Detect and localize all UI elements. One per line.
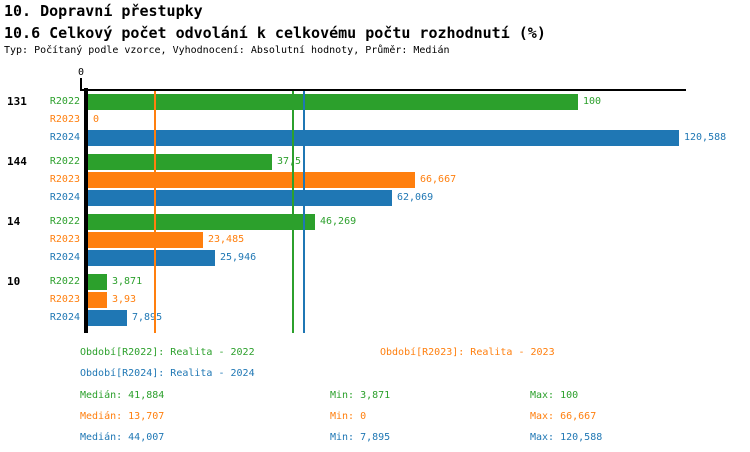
median-line-r2023: [154, 91, 156, 333]
row-label-r2022: R2022: [49, 216, 80, 227]
stat-median-r2022: Medián: 41,884: [80, 390, 165, 401]
bar-value-label-14-r2023: 23,485: [208, 234, 245, 245]
bar-10-r2022: [88, 274, 107, 290]
bar-131-r2022: [88, 94, 578, 110]
stat-max-r2023: Max: 66,667: [530, 411, 597, 422]
row-label-r2024: R2024: [49, 312, 80, 323]
bar-14-r2024: [88, 250, 215, 266]
group-count-label: 10: [7, 275, 21, 288]
stat-min-r2022: Min: 3,871: [330, 390, 391, 401]
bar-value-label-14-r2022: 46,269: [320, 216, 357, 227]
bar-value-label-144-r2024: 62,069: [397, 192, 434, 203]
group-count-label: 131: [7, 95, 27, 108]
median-line-r2022: [292, 91, 294, 333]
stat-max-r2024: Max: 120,588: [530, 432, 603, 443]
row-label-r2022: R2022: [49, 96, 80, 107]
bar-value-label-10-r2022: 3,871: [112, 276, 143, 287]
bar-value-label-10-r2023: 3,93: [112, 294, 137, 305]
bar-value-label-144-r2023: 66,667: [420, 174, 457, 185]
stat-max-r2022: Max: 100: [530, 390, 579, 401]
page-title-line2: 10.6 Celkový počet odvolání k celkovému …: [4, 24, 546, 42]
row-label-r2022: R2022: [49, 276, 80, 287]
stat-min-r2023: Min: 0: [330, 411, 367, 422]
row-label-r2024: R2024: [49, 192, 80, 203]
row-label-r2023: R2023: [49, 294, 80, 305]
x-axis-zero-label: 0: [77, 67, 85, 78]
bar-144-r2024: [88, 190, 392, 206]
bar-144-r2023: [88, 172, 415, 188]
bar-14-r2022: [88, 214, 315, 230]
row-label-r2024: R2024: [49, 252, 80, 263]
bar-value-label-10-r2024: 7,895: [132, 312, 163, 323]
row-label-r2023: R2023: [49, 114, 80, 125]
legend-item-r2023: Období[R2023]: Realita - 2023: [380, 347, 555, 358]
y-axis-spine: [84, 88, 88, 333]
bar-14-r2023: [88, 232, 203, 248]
row-label-r2024: R2024: [49, 132, 80, 143]
stat-median-r2024: Medián: 44,007: [80, 432, 165, 443]
bar-144-r2022: [88, 154, 272, 170]
page-subtitle: Typ: Počítaný podle vzorce, Vyhodnocení:…: [4, 45, 450, 56]
bar-value-label-144-r2022: 37,5: [277, 156, 302, 167]
bar-chart-plot: 0 131 R2022 100 R2023 0 R2024 120,588 144 R2022 3…: [7, 67, 727, 333]
bar-10-r2023: [88, 292, 107, 308]
page-title-line1: 10. Dopravní přestupky: [4, 2, 203, 20]
bar-131-r2024: [88, 130, 679, 146]
stat-median-r2023: Medián: 13,707: [80, 411, 165, 422]
median-line-r2024: [303, 91, 305, 333]
bar-value-label-14-r2024: 25,946: [220, 252, 257, 263]
row-label-r2023: R2023: [49, 174, 80, 185]
stat-min-r2024: Min: 7,895: [330, 432, 391, 443]
row-label-r2023: R2023: [49, 234, 80, 245]
bar-value-label-131-r2022: 100: [583, 96, 602, 107]
bar-value-label-131-r2023: 0: [93, 114, 100, 125]
group-count-label: 14: [7, 215, 21, 228]
legend-item-r2024: Období[R2024]: Realita - 2024: [80, 368, 255, 379]
bar-value-label-131-r2024: 120,588: [684, 132, 727, 143]
group-count-label: 144: [7, 155, 27, 168]
legend-item-r2022: Období[R2022]: Realita - 2022: [80, 347, 255, 358]
x-axis-zero-tick: [80, 78, 82, 90]
bar-10-r2024: [88, 310, 127, 326]
row-label-r2022: R2022: [49, 156, 80, 167]
x-axis-line: [80, 89, 686, 91]
